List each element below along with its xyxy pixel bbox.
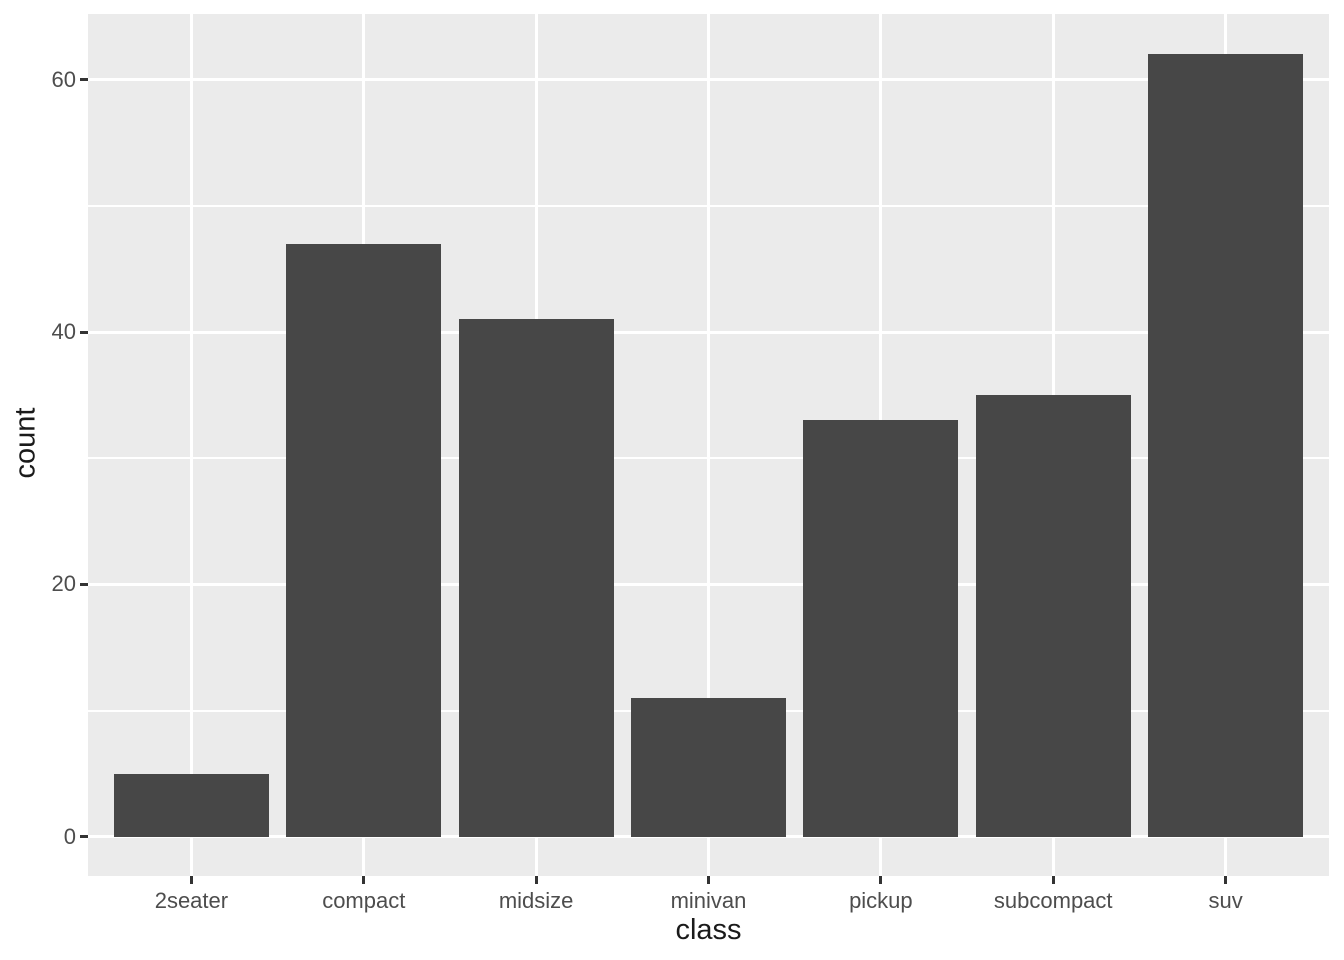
bar-midsize (458, 319, 614, 837)
y-axis-title: count (9, 407, 42, 479)
bar-minivan (630, 698, 787, 837)
x-axis-title: class (675, 914, 742, 946)
y-tick-label-0: 0 (63, 823, 76, 849)
y-tick-40 (80, 330, 88, 334)
x-tick-compact (362, 876, 366, 884)
x-tick-suv (1224, 876, 1228, 884)
gridline-major-x-minivan (707, 14, 710, 876)
x-tick-label-minivan: minivan (670, 888, 747, 913)
bar-subcompact (975, 395, 1131, 837)
x-tick-label-subcompact: subcompact (993, 888, 1113, 913)
y-tick-0 (80, 835, 88, 839)
bar-2seater (113, 773, 269, 837)
x-tick-label-pickup: pickup (849, 888, 913, 913)
y-tick-60 (80, 78, 88, 82)
bar-suv (1148, 54, 1304, 837)
x-tick-label-suv: suv (1208, 888, 1243, 913)
x-tick-label-2seater: 2seater (154, 888, 229, 913)
x-tick-subcompact (1051, 876, 1055, 884)
y-tick-20 (80, 582, 88, 586)
bar-pickup (803, 420, 959, 837)
x-tick-label-midsize: midsize (498, 888, 574, 913)
gridline-major-x-2seater (189, 14, 193, 876)
x-tick-minivan (707, 876, 710, 884)
y-tick-label-20: 20 (51, 571, 76, 597)
bar-compact (286, 243, 442, 837)
x-tick-pickup (879, 876, 883, 884)
y-tick-label-60: 60 (51, 66, 76, 92)
y-tick-label-40: 40 (51, 319, 76, 345)
x-tick-midsize (534, 876, 538, 884)
x-tick-2seater (189, 876, 193, 884)
x-tick-label-compact: compact (322, 888, 406, 913)
